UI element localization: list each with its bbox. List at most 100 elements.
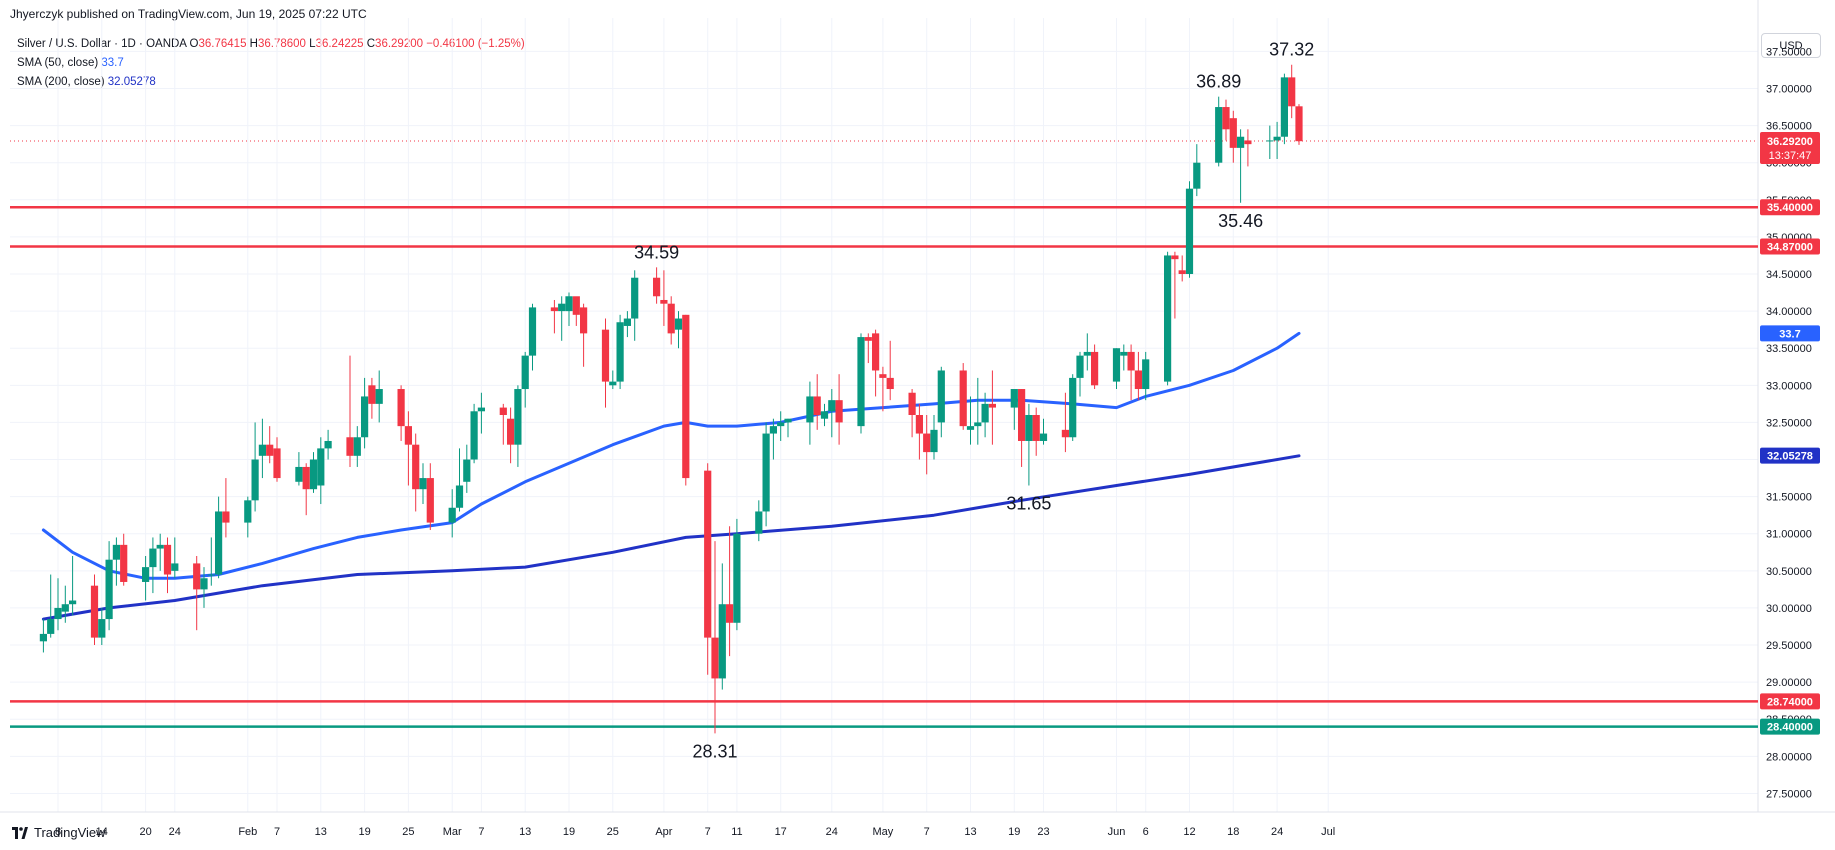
candle bbox=[653, 267, 661, 304]
candle-body bbox=[1288, 77, 1296, 107]
candle-body bbox=[317, 448, 325, 486]
candle-body bbox=[1178, 270, 1186, 275]
x-tick-label: 19 bbox=[1008, 826, 1020, 838]
sma200-label: SMA (200, close) bbox=[17, 76, 105, 88]
x-tick-label: Apr bbox=[655, 826, 672, 838]
footer-brand[interactable]: TradingView bbox=[12, 825, 106, 840]
candle bbox=[1185, 181, 1194, 278]
y-tick-label: 31.00000 bbox=[1766, 529, 1812, 541]
y-tick-label: 32.50000 bbox=[1766, 417, 1812, 429]
candle-body bbox=[565, 296, 573, 312]
candle-body bbox=[361, 396, 369, 438]
x-tick-label: 24 bbox=[826, 826, 838, 838]
candle bbox=[455, 448, 464, 512]
candle bbox=[923, 415, 931, 475]
candle bbox=[317, 437, 325, 505]
candle bbox=[273, 437, 281, 482]
candle bbox=[1069, 374, 1077, 441]
candle bbox=[69, 555, 77, 616]
candle-body bbox=[959, 370, 967, 427]
candle bbox=[784, 418, 792, 438]
x-tick-label: 7 bbox=[924, 826, 930, 838]
candle-body bbox=[631, 277, 639, 319]
candle-body bbox=[601, 329, 610, 382]
candle-body bbox=[1032, 415, 1040, 441]
candle bbox=[813, 374, 821, 430]
level-tag-text: 28.74000 bbox=[1767, 696, 1813, 708]
candle bbox=[762, 422, 770, 527]
candle bbox=[660, 270, 668, 326]
candle bbox=[47, 574, 55, 638]
y-tick-label: 30.50000 bbox=[1766, 566, 1812, 578]
candle-body bbox=[273, 448, 281, 479]
price-annotation: 28.31 bbox=[692, 741, 737, 761]
candle bbox=[258, 418, 266, 479]
candle bbox=[105, 541, 113, 631]
candle bbox=[1134, 351, 1142, 401]
candle-body bbox=[412, 444, 420, 490]
candle-body bbox=[1222, 107, 1230, 130]
candle bbox=[835, 374, 843, 445]
candle bbox=[1229, 110, 1237, 163]
candle-body bbox=[1127, 351, 1135, 371]
x-tick-label: 19 bbox=[358, 826, 370, 838]
candle-body bbox=[1083, 351, 1091, 356]
candle bbox=[879, 366, 887, 412]
candle-body bbox=[156, 544, 164, 549]
sma200-row[interactable]: SMA (200, close) 32.05278 bbox=[17, 73, 525, 92]
candle-body bbox=[353, 437, 361, 456]
candle bbox=[937, 366, 945, 438]
candle-body bbox=[857, 337, 865, 427]
chart-legend: Silver / U.S. Dollar · 1D · OANDA O36.76… bbox=[17, 35, 525, 92]
candle bbox=[353, 426, 361, 467]
x-tick-label: 11 bbox=[731, 826, 742, 838]
candle bbox=[163, 537, 172, 594]
candle bbox=[222, 478, 230, 538]
level-tag: 28.40000 bbox=[1760, 718, 1820, 735]
candle-body bbox=[806, 396, 814, 423]
candle-body bbox=[550, 307, 558, 312]
level-tag-text: 35.40000 bbox=[1767, 202, 1813, 214]
candle bbox=[1083, 333, 1091, 371]
candle-body bbox=[609, 381, 617, 386]
candle-body bbox=[1061, 429, 1069, 438]
sma50-line bbox=[41, 331, 1301, 580]
price-annotation: 34.59 bbox=[634, 242, 679, 262]
candle bbox=[90, 574, 99, 646]
candle-body bbox=[835, 400, 843, 423]
y-tick-label: 33.00000 bbox=[1766, 380, 1812, 392]
y-tick-label: 37.00000 bbox=[1766, 83, 1812, 95]
level-tag-text: 34.87000 bbox=[1767, 242, 1813, 254]
price-axis: 27.5000028.0000028.5000029.0000029.50000… bbox=[1757, 0, 1812, 812]
sma50-tag-bg bbox=[1760, 325, 1820, 342]
x-tick-label: May bbox=[873, 826, 894, 838]
candle bbox=[215, 496, 223, 579]
candle bbox=[244, 496, 252, 538]
candle-body bbox=[923, 433, 931, 453]
candle-body bbox=[616, 322, 624, 382]
candle bbox=[1237, 129, 1245, 203]
y-tick-label: 29.00000 bbox=[1766, 677, 1812, 689]
candle bbox=[580, 303, 588, 367]
candle bbox=[1244, 129, 1252, 167]
candle-body bbox=[674, 318, 683, 330]
candle bbox=[704, 463, 712, 675]
countdown-text: 13:37:47 bbox=[1769, 150, 1812, 162]
level-tag-bg bbox=[1760, 199, 1820, 216]
sma50-tag-text: 33.7 bbox=[1779, 328, 1800, 340]
candle-body bbox=[528, 307, 537, 356]
candle-body bbox=[726, 604, 734, 623]
candle-body bbox=[1039, 433, 1048, 441]
candle-body bbox=[39, 633, 47, 642]
candle-body bbox=[864, 337, 872, 341]
candle-body bbox=[375, 389, 383, 404]
candle-body bbox=[98, 619, 106, 638]
symbol-row: Silver / U.S. Dollar · 1D · OANDA O36.76… bbox=[17, 35, 525, 54]
candle-body bbox=[346, 437, 354, 456]
currency-button[interactable]: USD bbox=[1761, 33, 1821, 58]
sma200-tag-text: 32.05278 bbox=[1767, 451, 1813, 463]
candle bbox=[988, 370, 996, 445]
candle bbox=[1010, 389, 1018, 430]
low-value: 36.24225 bbox=[315, 38, 364, 50]
